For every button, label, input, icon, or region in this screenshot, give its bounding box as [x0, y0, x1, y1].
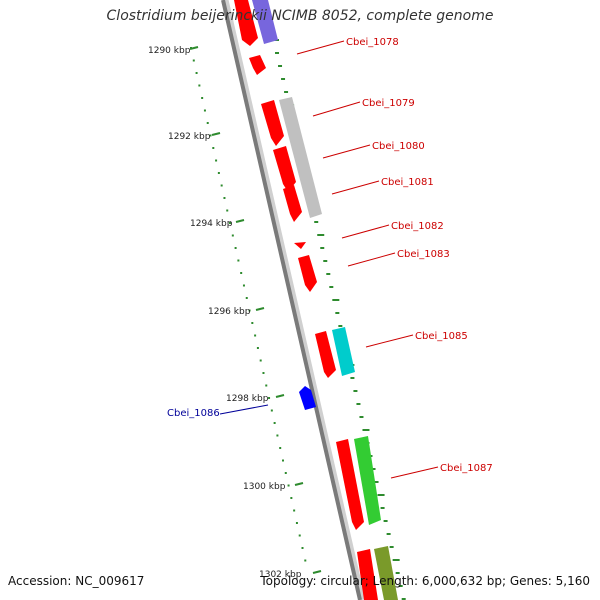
ruler-label: 1300 kbp: [243, 482, 286, 492]
gene-label-leader: [322, 144, 371, 159]
accession-text: Accession: NC_009617: [8, 574, 145, 588]
ruler-label: 1292 kbp: [168, 132, 211, 142]
map-title: Clostridium beijerinckii NCIMB 8052, com…: [106, 8, 494, 24]
gene-feature-1081[interactable]: [283, 185, 302, 222]
ruler-labels: 1290 kbp 1292 kbp 1294 kbp 1296 kbp 1298 kbp…: [148, 46, 322, 580]
gene-feature-1085-red[interactable]: [315, 331, 336, 378]
ruler-major-tick: [275, 394, 285, 398]
gene-label: Cbei_1086: [167, 408, 220, 419]
ruler-label: 1294 kbp: [190, 219, 233, 229]
gene-feature-1086[interactable]: [299, 386, 316, 410]
gene-label: Cbei_1083: [397, 249, 450, 260]
gene-feature-1078-b[interactable]: [249, 55, 266, 75]
ruler-major-tick: [189, 46, 199, 50]
ruler-label: 1298 kbp: [226, 394, 269, 404]
ruler-major-tick: [294, 482, 304, 486]
gene-feature-1082[interactable]: [294, 242, 306, 249]
gene-label-leader: [365, 334, 414, 348]
gene-label: Cbei_1078: [346, 37, 399, 48]
gene-label-leader: [331, 180, 380, 195]
genome-backbone: [221, 0, 362, 600]
ruler-label: 1302 kbp: [259, 570, 302, 580]
gene-feature-1079[interactable]: [261, 100, 284, 146]
gene-feature-1080-a[interactable]: [273, 146, 296, 192]
ruler-major-tick: [312, 570, 322, 574]
gene-label: Cbei_1082: [391, 221, 444, 232]
gene-feature-bottom-olive[interactable]: [374, 546, 398, 600]
ruler-label: 1290 kbp: [148, 46, 191, 56]
gene-label-leader: [296, 40, 345, 55]
gene-features: [234, 0, 398, 600]
gene-label-leader: [347, 252, 396, 267]
gene-feature-1083[interactable]: [298, 255, 317, 292]
ruler-major-tick: [255, 307, 265, 311]
gene-feature-1087-red[interactable]: [336, 439, 364, 530]
topology-text: Topology: circular; Length: 6,000,632 bp…: [260, 574, 590, 588]
gene-feature-1080-gray[interactable]: [279, 97, 322, 218]
gene-label-leader: [219, 404, 269, 415]
gene-feature-bottom-red[interactable]: [357, 549, 378, 600]
gene-label: Cbei_1080: [372, 141, 425, 152]
gene-labels: Cbei_1078 Cbei_1079 Cbei_1080 Cbei_1081 Cbei…: [167, 37, 493, 479]
gene-feature-1087[interactable]: [354, 436, 381, 525]
gene-feature-1078-a[interactable]: [234, 0, 258, 46]
gene-label-leader: [341, 224, 390, 239]
ruler-major-tick: [235, 219, 245, 223]
gene-feature-purple[interactable]: [252, 0, 278, 44]
gene-label: Cbei_1085: [415, 331, 468, 342]
gene-label-leader: [312, 101, 361, 117]
gene-label: Cbei_1087: [440, 463, 493, 474]
gene-label-leader: [390, 466, 439, 479]
ruler-label: 1296 kbp: [208, 307, 251, 317]
gene-label: Cbei_1079: [362, 98, 415, 109]
gene-label: Cbei_1081: [381, 177, 434, 188]
ruler-major-tick: [211, 132, 221, 136]
gene-feature-1085[interactable]: [332, 327, 355, 376]
